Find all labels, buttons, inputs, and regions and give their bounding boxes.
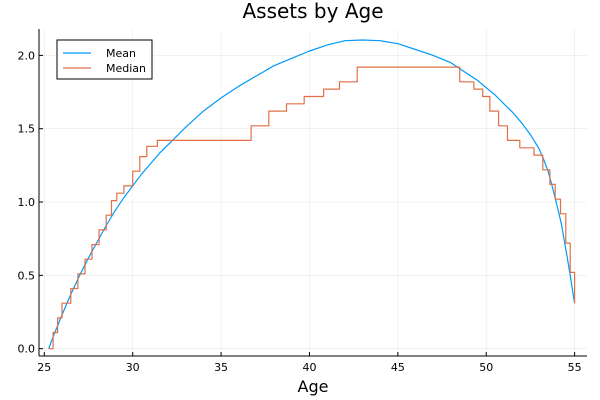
x-tick-label: 50	[479, 361, 493, 374]
tick-labels: 25 30 35 40 45 50 55 0.0 0.5 1.0 1.5 2.0	[18, 49, 582, 374]
axes-layer	[38, 29, 587, 357]
legend-label-mean: Mean	[106, 47, 136, 60]
x-tick-label: 35	[214, 361, 228, 374]
x-tick-label: 25	[37, 361, 51, 374]
legend-box	[56, 39, 153, 80]
y-tick-label: 2.0	[18, 49, 36, 62]
x-tick-label: 55	[568, 361, 582, 374]
x-tick-label: 40	[302, 361, 316, 374]
x-axis-label: Age	[298, 377, 329, 396]
series-layer	[48, 39, 576, 350]
legend-label-median: Median	[106, 62, 146, 75]
y-tick-label: 1.5	[18, 123, 36, 136]
series-line-median	[48, 66, 576, 350]
y-tick-label: 0.0	[18, 343, 36, 356]
y-tick-label: 0.5	[18, 269, 36, 282]
chart-title: Assets by Age	[242, 0, 383, 23]
x-tick-label: 45	[391, 361, 405, 374]
legend: Mean Median	[56, 39, 153, 80]
x-tick-label: 30	[126, 361, 140, 374]
series-line-mean	[48, 39, 576, 349]
y-tick-label: 1.0	[18, 196, 36, 209]
